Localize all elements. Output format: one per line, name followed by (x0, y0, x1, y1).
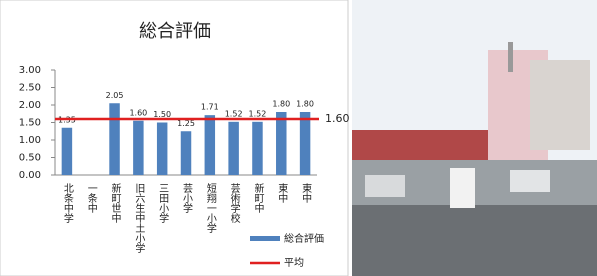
chart-title: 総合評価 (139, 21, 211, 42)
value-label: 1.80 (272, 100, 290, 109)
photo (352, 0, 597, 276)
legend-label: 平均 (284, 257, 304, 269)
screenshot: 総合評価 0.000.501.001.502.002.503.00北条中学1.3… (0, 0, 597, 276)
value-label: 1.52 (225, 109, 243, 118)
y-tick-label: 2.50 (19, 83, 41, 94)
y-tick-label: 0.50 (19, 153, 41, 164)
x-tick-label: 短翔一小学 (204, 182, 216, 233)
x-tick-label: 芸術学校 (228, 182, 240, 224)
x-tick-label: 旧六生中土小学 (133, 183, 145, 253)
x-tick-label: 東中 (276, 182, 288, 204)
bar (228, 122, 238, 175)
x-tick-label: 北条中学 (61, 183, 73, 223)
y-tick-label: 2.00 (19, 100, 41, 111)
x-tick-label: 東中 (300, 182, 312, 204)
y-tick-label: 3.00 (19, 65, 41, 76)
x-tick-label: 一条中 (85, 183, 97, 214)
x-tick-label: 三田小学 (157, 183, 169, 223)
x-tick-label: 新町中 (252, 182, 264, 214)
average-label: 1.60 (325, 112, 350, 125)
bar (276, 112, 286, 175)
y-tick-label: 1.00 (19, 135, 41, 146)
bar (62, 128, 72, 175)
value-label: 2.05 (106, 91, 124, 100)
value-label: 1.50 (153, 110, 171, 119)
x-tick-label: 芸小学 (181, 182, 193, 213)
bar (252, 122, 262, 175)
bar (205, 115, 215, 175)
value-label: 1.80 (296, 100, 314, 109)
bar (133, 121, 143, 175)
y-tick-label: 0.00 (19, 170, 41, 181)
legend-label: 総合評価 (284, 232, 324, 245)
legend-swatch (250, 236, 280, 241)
bar (300, 112, 310, 175)
value-label: 1.71 (201, 103, 219, 112)
bar (181, 131, 191, 175)
y-tick-label: 1.50 (19, 118, 41, 129)
bar (157, 123, 167, 176)
value-label: 1.52 (249, 109, 267, 118)
bar (109, 103, 119, 175)
x-tick-label: 新町世中 (109, 182, 121, 224)
value-label: 1.60 (129, 108, 147, 117)
